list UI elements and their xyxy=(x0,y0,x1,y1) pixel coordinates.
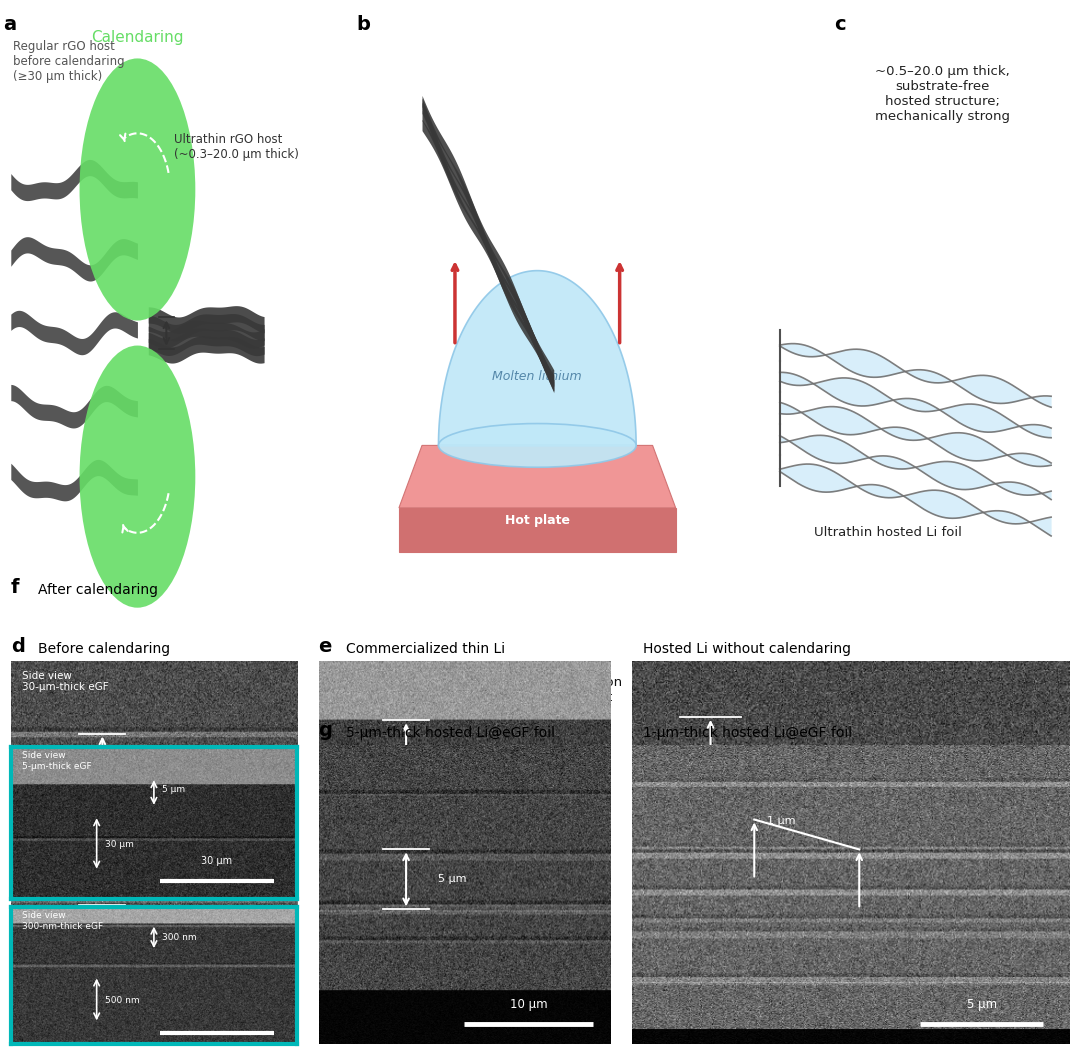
Text: 5 µm: 5 µm xyxy=(967,998,997,1011)
Text: 10 µm: 10 µm xyxy=(510,998,548,1011)
Text: d: d xyxy=(11,637,25,656)
Text: 30 µm: 30 µm xyxy=(134,814,170,825)
Text: f: f xyxy=(11,578,19,597)
Text: 10 µm: 10 µm xyxy=(510,942,548,955)
Text: Regular rGO host
before calendaring
(≥30 µm thick): Regular rGO host before calendaring (≥30… xyxy=(13,40,124,83)
Text: 30 µm: 30 µm xyxy=(195,942,233,955)
Text: 5-µm-thick hosted Li@eGF foil: 5-µm-thick hosted Li@eGF foil xyxy=(346,726,555,740)
Polygon shape xyxy=(399,508,676,552)
Ellipse shape xyxy=(80,345,195,607)
Text: 1 µm: 1 µm xyxy=(768,815,796,826)
Text: 500 nm: 500 nm xyxy=(105,996,140,1005)
Text: 1-µm-thick hosted Li@eGF foil: 1-µm-thick hosted Li@eGF foil xyxy=(643,726,852,740)
Text: 5 µm: 5 µm xyxy=(438,874,467,884)
Text: Side view
5-µm-thick eGF: Side view 5-µm-thick eGF xyxy=(23,751,92,771)
Text: 30 µm: 30 µm xyxy=(105,840,134,849)
Text: Commercialized thin Li: Commercialized thin Li xyxy=(346,642,504,656)
Text: Molten lithium: Molten lithium xyxy=(492,370,582,383)
Text: After calendaring: After calendaring xyxy=(38,583,158,597)
Text: Ultrathin hosted Li foil: Ultrathin hosted Li foil xyxy=(814,527,962,539)
Text: Controllable calendaring into
micrometre thin eGF host: Controllable calendaring into micrometre… xyxy=(41,664,234,692)
Text: Ultrathin rGO host
(~0.3–20.0 µm thick): Ultrathin rGO host (~0.3–20.0 µm thick) xyxy=(174,133,298,162)
Text: 20 µm: 20 µm xyxy=(438,811,474,821)
Text: g: g xyxy=(319,721,333,740)
Text: 300 nm: 300 nm xyxy=(162,933,198,942)
Text: Hot plate: Hot plate xyxy=(504,514,570,527)
Text: 10 µm: 10 µm xyxy=(954,942,991,955)
Text: ~0.5–20.0 µm thick,
substrate-free
hosted structure;
mechanically strong: ~0.5–20.0 µm thick, substrate-free hoste… xyxy=(875,65,1010,123)
Text: Before calendaring: Before calendaring xyxy=(38,642,170,656)
Text: Side view
300-nm-thick eGF: Side view 300-nm-thick eGF xyxy=(23,912,104,930)
Text: Hosted Li without calendaring: Hosted Li without calendaring xyxy=(643,642,851,656)
Text: a: a xyxy=(3,15,16,34)
Text: 30 µm: 30 µm xyxy=(750,814,785,825)
Ellipse shape xyxy=(80,59,195,321)
Ellipse shape xyxy=(438,424,636,467)
Text: c: c xyxy=(834,15,846,34)
Text: 30 µm: 30 µm xyxy=(201,856,232,865)
Text: b: b xyxy=(356,15,370,34)
Text: Calendaring: Calendaring xyxy=(91,30,184,45)
Text: Molten lithium infiltration
into ultrathin eGF host: Molten lithium infiltration into ultrath… xyxy=(453,677,622,704)
Text: Side view
30-µm-thick eGF: Side view 30-µm-thick eGF xyxy=(23,670,109,692)
Polygon shape xyxy=(438,271,636,446)
Text: e: e xyxy=(319,637,332,656)
Polygon shape xyxy=(399,446,676,508)
Text: 5 µm: 5 µm xyxy=(162,785,186,794)
